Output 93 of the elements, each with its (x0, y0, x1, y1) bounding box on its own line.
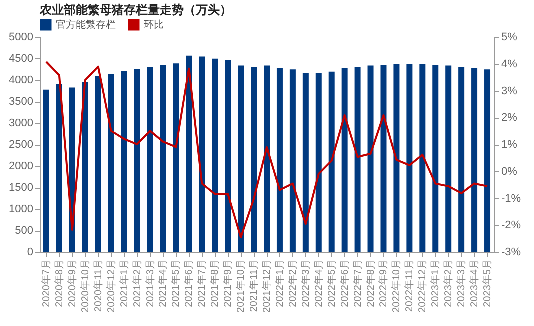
x-tick-label: 2022年5月 (326, 260, 338, 308)
y2-tick-label: 0% (502, 166, 518, 178)
x-tick-label: 2022年7月 (352, 260, 364, 308)
bar (316, 73, 322, 252)
x-tick-label: 2023年1月 (430, 260, 442, 308)
x-tick-label: 2023年2月 (442, 260, 455, 308)
bar (342, 68, 348, 252)
x-tick-label: 2021年4月 (157, 260, 170, 308)
bar (238, 66, 244, 252)
bar (95, 76, 102, 252)
bar (251, 67, 258, 252)
bar (264, 66, 270, 252)
x-tick-label: 2020年7月 (40, 260, 52, 308)
x-tick-label: 2023年3月 (456, 260, 468, 308)
bar (472, 68, 478, 252)
x-tick-label: 2023年5月 (482, 260, 494, 308)
bar (420, 64, 426, 252)
x-tick-label: 2022年10月 (390, 260, 403, 313)
bar (290, 70, 296, 252)
bar (406, 64, 413, 252)
bar (108, 74, 114, 252)
bar (380, 64, 387, 252)
line-series (45, 60, 489, 238)
y-tick-label: 1000 (9, 204, 34, 216)
y2-tick-label: -3% (502, 246, 522, 258)
x-tick-label: 2023年4月 (468, 260, 481, 308)
bar (147, 67, 154, 252)
x-tick-label: 2022年9月 (378, 260, 390, 308)
x-tick-label: 2021年5月 (170, 260, 182, 308)
legend-label: 官方能繁存栏 (56, 19, 116, 31)
bar (302, 73, 309, 252)
bar (134, 69, 140, 252)
y-tick-label: 3000 (9, 118, 34, 130)
y-tick-label: 500 (15, 225, 34, 237)
y-tick-label: 0 (27, 246, 34, 258)
x-tick-label: 2021年6月 (183, 260, 196, 308)
y2-tick-label: 5% (502, 32, 518, 44)
y-tick-label: 2000 (9, 160, 34, 172)
bar (432, 65, 439, 252)
y-tick-label: 4000 (9, 74, 34, 86)
x-tick-label: 2022年12月 (416, 260, 429, 313)
x-tick-label: 2021年7月 (196, 260, 208, 308)
bar (328, 72, 335, 252)
x-tick-label: 2022年6月 (338, 260, 351, 308)
x-tick-label: 2020年8月 (53, 260, 66, 308)
bar (56, 84, 62, 252)
bar (484, 70, 491, 252)
bar (173, 64, 180, 252)
x-tick-label: 2021年11月 (248, 260, 260, 312)
x-tick-label: 2021年3月 (144, 260, 156, 308)
y-tick-label: 3500 (9, 96, 34, 108)
x-tick-label: 2020年12月 (105, 260, 118, 313)
legend-label: 环比 (144, 19, 164, 31)
x-tick-label: 2022年11月 (404, 260, 416, 312)
chart-title: 农业部能繁母猪存栏量走势（万头） (39, 3, 232, 17)
x-tick-label: 2021年9月 (222, 260, 234, 308)
y2-tick-label: -2% (502, 220, 522, 232)
y2-tick-label: 2% (502, 112, 518, 124)
x-tick-label: 2022年3月 (300, 260, 312, 308)
bar (276, 68, 283, 252)
x-tick-label: 2020年10月 (79, 260, 92, 313)
y-tick-label: 4500 (9, 53, 34, 65)
bar (354, 67, 361, 252)
bar (121, 71, 128, 252)
x-tick-label: 2021年8月 (209, 260, 222, 308)
y-tick-label: 5000 (9, 32, 34, 44)
x-tick-label: 2021年1月 (118, 260, 130, 308)
x-tick-label: 2022年4月 (312, 260, 325, 308)
x-tick-label: 2021年2月 (131, 260, 144, 308)
bar (199, 56, 206, 252)
y-tick-label: 1500 (9, 182, 34, 194)
bar (82, 82, 88, 252)
bar (458, 67, 465, 252)
bar (225, 60, 232, 252)
x-tick-label: 2022年8月 (364, 260, 377, 308)
y-tick-label: 2500 (9, 139, 34, 151)
x-tick-label: 2022年1月 (274, 260, 286, 308)
bar (446, 66, 452, 252)
y2-tick-label: 1% (502, 139, 518, 151)
x-tick-label: 2022年2月 (286, 260, 299, 308)
x-tick-label: 2020年11月 (92, 260, 104, 312)
bar (368, 66, 374, 252)
bar (160, 64, 166, 252)
y2-tick-label: 4% (502, 58, 518, 70)
x-tick-label: 2021年10月 (235, 260, 248, 313)
y2-tick-label: 3% (502, 85, 518, 98)
bar (212, 58, 218, 252)
bar (43, 90, 50, 252)
bar (186, 56, 192, 252)
x-tick-label: 2021年12月 (261, 260, 273, 313)
y2-tick-label: -1% (502, 192, 522, 205)
x-tick-label: 2020年9月 (66, 260, 78, 308)
bar (394, 64, 400, 252)
